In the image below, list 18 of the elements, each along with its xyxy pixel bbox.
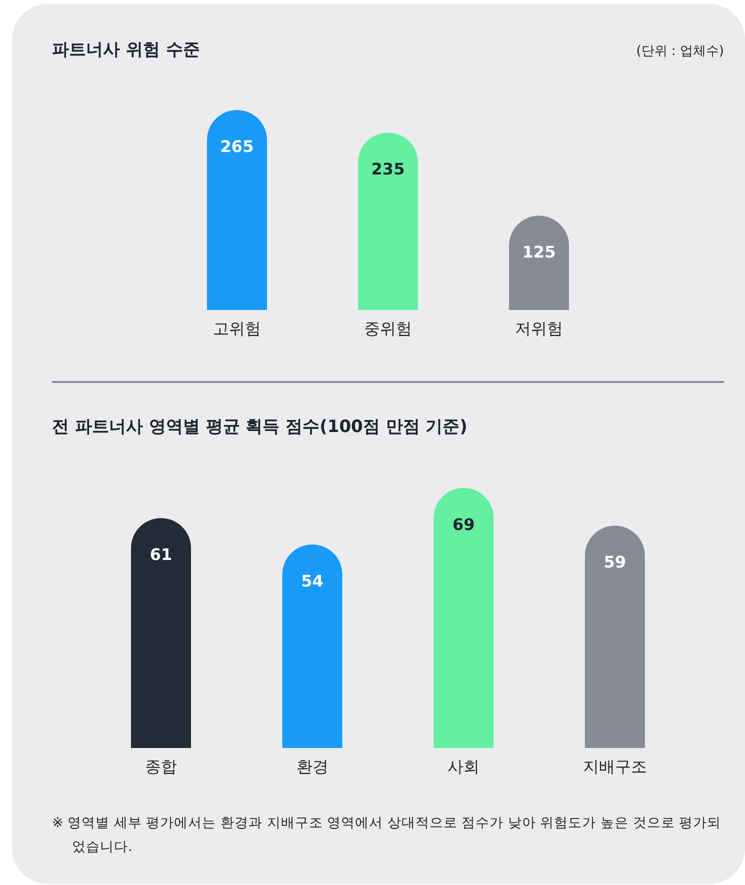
- chart-title: 전 파트너사 영역별 평균 획득 점수(100점 만점 기준): [52, 417, 468, 437]
- x-tick-label: 종합: [145, 757, 177, 776]
- data-label: 61: [150, 545, 172, 564]
- data-label: 69: [452, 515, 475, 534]
- data-label: 125: [522, 242, 556, 262]
- text: ※ 영역별 세부 평가에서는 환경과 지배구조 영역에서 상대적으로 점수가 낮아 위험도가 높은 것으로 평가되었습니다.: [52, 814, 722, 857]
- data-label: 265: [220, 137, 254, 156]
- x-tick-label: 중위험: [364, 319, 412, 338]
- x-tick-label: 사회: [448, 757, 480, 776]
- x-tick-label: 환경: [296, 757, 328, 776]
- text: (단위 : 업체수): [636, 44, 724, 59]
- x-tick-label: 지배구조: [582, 757, 647, 776]
- data-label: 59: [604, 552, 626, 572]
- data-label: 54: [301, 572, 324, 591]
- x-tick-label: 고위험: [213, 319, 261, 338]
- x-tick-label: 저위험: [515, 319, 563, 338]
- chart-title: 파트너사 위험 수준: [52, 40, 200, 60]
- data-label: 235: [371, 160, 405, 179]
